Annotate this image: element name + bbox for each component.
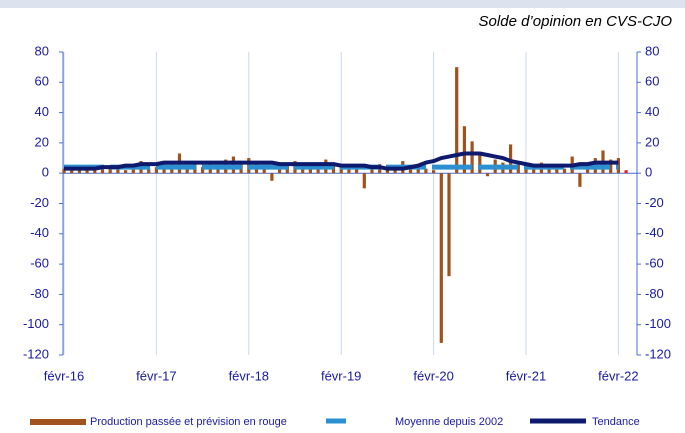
x-tick-label: févr-21	[506, 368, 546, 383]
x-tick-label: févr-22	[598, 368, 638, 383]
bar	[124, 170, 128, 174]
bar	[362, 173, 366, 189]
y2-tick-label: -20	[645, 195, 664, 210]
bar	[347, 167, 351, 174]
bar	[93, 170, 97, 174]
bar	[100, 168, 105, 174]
bar	[447, 173, 451, 277]
x-tick-label: févr-20	[413, 368, 453, 383]
bar	[393, 168, 397, 174]
chart-title: Solde d’opinion en CVS-CJO	[479, 13, 673, 30]
bar	[516, 164, 520, 174]
bar	[85, 168, 89, 174]
y2-tick-label: 40	[645, 104, 659, 119]
bar	[424, 168, 428, 174]
bar	[432, 170, 436, 174]
y2-tick-label: 80	[645, 43, 659, 58]
bar	[270, 173, 274, 181]
bar	[485, 173, 490, 177]
y2-tick-label: 0	[645, 165, 652, 180]
x-tick-label: févr-16	[44, 368, 84, 383]
y2-tick-label: 20	[645, 134, 659, 149]
bar	[578, 173, 582, 187]
y-tick-label: -100	[23, 316, 49, 331]
bar	[216, 168, 220, 174]
legend-swatch	[30, 419, 86, 425]
y-tick-label: -120	[23, 346, 49, 361]
bar	[478, 151, 482, 174]
bar	[316, 167, 320, 174]
bar	[609, 159, 613, 174]
y2-tick-label: -60	[645, 256, 664, 271]
y-tick-label: -40	[30, 225, 49, 240]
y-tick-label: 80	[35, 43, 49, 58]
bar	[470, 141, 474, 174]
x-tick-label: févr-18	[229, 368, 269, 383]
x-tick-label: févr-17	[136, 368, 176, 383]
legend-label: Production passée et prévision en rouge	[90, 416, 287, 428]
y-tick-label: 0	[42, 165, 49, 180]
y-tick-label: -60	[30, 256, 49, 271]
bar	[416, 167, 420, 174]
bar	[462, 126, 466, 174]
y-tick-label: 20	[35, 134, 49, 149]
y-tick-label: -80	[30, 286, 49, 301]
bar	[201, 167, 205, 174]
y2-tick-label: -100	[645, 316, 671, 331]
y-tick-label: 40	[35, 104, 49, 119]
bar	[547, 167, 551, 174]
bar	[62, 168, 66, 174]
bar	[562, 168, 567, 174]
bar	[439, 173, 443, 343]
bar	[455, 67, 459, 174]
legend-label: Moyenne depuis 2002	[395, 416, 503, 428]
y2-tick-label: 60	[645, 74, 659, 89]
y-tick-label: -20	[30, 195, 49, 210]
bar	[624, 170, 628, 174]
y2-tick-label: -40	[645, 225, 664, 240]
top-band	[0, 0, 685, 8]
bar	[154, 167, 158, 174]
y-tick-label: 60	[35, 74, 49, 89]
legend-label: Tendance	[592, 416, 640, 428]
bar	[108, 167, 112, 174]
y2-tick-label: -120	[645, 346, 671, 361]
x-tick-label: févr-19	[321, 368, 361, 383]
trend-line	[64, 151, 619, 171]
bar	[147, 168, 151, 174]
bar	[509, 144, 513, 174]
bar	[116, 168, 120, 174]
bar	[70, 170, 74, 174]
y2-tick-label: -80	[645, 286, 664, 301]
